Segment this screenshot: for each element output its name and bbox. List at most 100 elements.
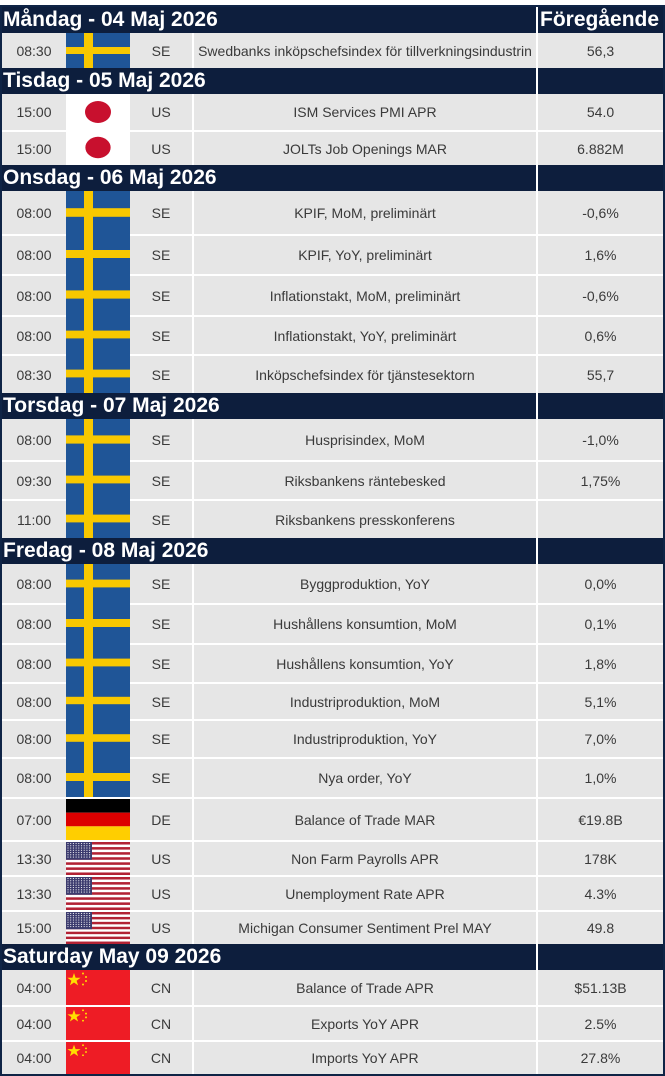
event-row[interactable]: 08:00 SE Hushållens konsumtion, YoY 1,8% xyxy=(2,643,663,682)
flag-cell xyxy=(66,603,130,643)
flag-cell xyxy=(66,419,130,460)
event-row[interactable]: 11:00 SE Riksbankens presskonferens xyxy=(2,499,663,538)
country-code: SE xyxy=(130,605,194,643)
event-name: Husprisindex, MoM xyxy=(194,419,538,460)
country-code: US xyxy=(130,132,194,165)
country-code: SE xyxy=(130,684,194,719)
event-row[interactable]: 08:00 SE KPIF, MoM, preliminärt -0,6% xyxy=(2,191,663,234)
event-time: 04:00 xyxy=(16,1015,52,1032)
flag-cell xyxy=(66,354,130,393)
event-row[interactable]: 13:30 US Non Farm Payrolls APR 178K xyxy=(2,840,663,875)
event-row[interactable]: 08:00 SE Inflationstakt, YoY, preliminär… xyxy=(2,315,663,354)
previous-value: -0,6% xyxy=(582,204,619,221)
event-row[interactable]: 08:30 SE Inköpschefsindex för tjänstesek… xyxy=(2,354,663,393)
event-name: Inflationstakt, MoM, preliminärt xyxy=(194,276,538,315)
flag-cell xyxy=(66,682,130,719)
event-row[interactable]: 09:30 SE Riksbankens räntebesked 1,75% xyxy=(2,460,663,499)
event-name: Balance of Trade APR xyxy=(194,970,538,1005)
previous-value: 6.882M xyxy=(577,140,624,157)
event-row[interactable]: 13:30 US Unemployment Rate APR 4.3% xyxy=(2,875,663,910)
event-name: Swedbanks inköpschefsindex för tillverkn… xyxy=(194,33,538,68)
event-name: Hushållens konsumtion, MoM xyxy=(194,605,538,643)
japan-flag-icon xyxy=(66,130,130,165)
event-name: Hushållens konsumtion, YoY xyxy=(194,645,538,682)
previous-column-header xyxy=(538,393,663,419)
country-code: DE xyxy=(130,799,194,840)
event-row[interactable]: 08:00 SE Industriproduktion, MoM 5,1% xyxy=(2,682,663,719)
event-time: 15:00 xyxy=(16,920,52,936)
flag-cell xyxy=(66,499,130,538)
flag-cell xyxy=(66,970,130,1005)
event-row[interactable]: 08:00 SE KPIF, YoY, preliminärt 1,6% xyxy=(2,234,663,274)
event-name: Imports YoY APR xyxy=(194,1042,538,1074)
sweden-flag-icon xyxy=(66,419,130,460)
sweden-flag-icon xyxy=(66,33,130,68)
event-row[interactable]: 15:00 US JOLTs Job Openings MAR 6.882M xyxy=(2,130,663,165)
usa-flag-icon xyxy=(66,877,130,910)
country-code: SE xyxy=(130,33,194,68)
flag-cell xyxy=(66,1007,130,1040)
day-header-2: Onsdag - 06 Maj 2026 xyxy=(2,165,663,191)
event-name: JOLTs Job Openings MAR xyxy=(194,132,538,165)
event-row[interactable]: 08:00 SE Husprisindex, MoM -1,0% xyxy=(2,419,663,460)
event-row[interactable]: 04:00 CN Exports YoY APR 2.5% xyxy=(2,1005,663,1040)
event-row[interactable]: 15:00 US ISM Services PMI APR 54.0 xyxy=(2,94,663,130)
country-code: SE xyxy=(130,462,194,499)
previous-value: 0,6% xyxy=(584,327,617,344)
event-time: 11:00 xyxy=(17,511,51,528)
previous-value: 1,8% xyxy=(584,655,617,672)
day-title: Fredag - 08 Maj 2026 xyxy=(2,538,538,564)
sweden-flag-icon xyxy=(66,603,130,643)
sweden-flag-icon xyxy=(66,564,130,603)
event-row[interactable]: 04:00 CN Balance of Trade APR $51.13B xyxy=(2,970,663,1005)
event-name: Non Farm Payrolls APR xyxy=(194,842,538,875)
event-name: Inflationstakt, YoY, preliminärt xyxy=(194,317,538,354)
day-header-3: Torsdag - 07 Maj 2026 xyxy=(2,393,663,419)
flag-cell xyxy=(66,33,130,68)
country-code: US xyxy=(130,842,194,875)
event-time: 08:00 xyxy=(16,327,52,344)
flag-cell xyxy=(66,94,130,130)
flag-cell xyxy=(66,912,130,944)
previous-column-header xyxy=(538,68,663,94)
event-name: KPIF, MoM, preliminärt xyxy=(194,191,538,234)
previous-value: 49.8 xyxy=(586,920,615,936)
event-row[interactable]: 07:00 DE Balance of Trade MAR €19.8B xyxy=(2,797,663,840)
event-row[interactable]: 08:00 SE Byggproduktion, YoY 0,0% xyxy=(2,564,663,603)
event-time: 08:30 xyxy=(16,366,52,383)
country-code: SE xyxy=(130,759,194,797)
event-row[interactable]: 08:00 SE Nya order, YoY 1,0% xyxy=(2,757,663,797)
sweden-flag-icon xyxy=(66,682,130,719)
previous-value: 27.8% xyxy=(580,1050,621,1066)
previous-value xyxy=(538,501,663,538)
event-row[interactable]: 08:30 SE Swedbanks inköpschefsindex för … xyxy=(2,33,663,68)
sweden-flag-icon xyxy=(66,499,130,538)
event-row[interactable]: 15:00 US Michigan Consumer Sentiment Pre… xyxy=(2,910,663,944)
china-flag-icon xyxy=(66,970,130,1005)
day-header-4: Fredag - 08 Maj 2026 xyxy=(2,538,663,564)
event-time: 08:30 xyxy=(16,42,52,59)
country-code: SE xyxy=(130,721,194,757)
event-time: 08:00 xyxy=(16,575,52,592)
event-row[interactable]: 08:00 SE Industriproduktion, YoY 7,0% xyxy=(2,719,663,757)
previous-value: 7,0% xyxy=(584,731,617,747)
country-code: SE xyxy=(130,419,194,460)
event-name: Industriproduktion, MoM xyxy=(194,684,538,719)
country-code: US xyxy=(130,877,194,910)
event-row[interactable]: 08:00 SE Hushållens konsumtion, MoM 0,1% xyxy=(2,603,663,643)
event-time: 15:00 xyxy=(16,140,52,157)
event-name: ISM Services PMI APR xyxy=(194,94,538,130)
event-row[interactable]: 04:00 CN Imports YoY APR 27.8% xyxy=(2,1040,663,1074)
day-title: Onsdag - 06 Maj 2026 xyxy=(2,165,538,191)
sweden-flag-icon xyxy=(66,274,130,315)
previous-column-header: Föregående xyxy=(540,8,660,31)
previous-value: 0,0% xyxy=(584,575,617,592)
event-time: 08:00 xyxy=(16,655,52,672)
previous-value: 54.0 xyxy=(586,104,615,120)
previous-value: €19.8B xyxy=(578,811,623,828)
event-row[interactable]: 08:00 SE Inflationstakt, MoM, preliminär… xyxy=(2,274,663,315)
flag-cell xyxy=(66,460,130,499)
flag-cell xyxy=(66,877,130,910)
previous-value: 4.3% xyxy=(584,885,617,902)
country-code: CN xyxy=(130,970,194,1005)
